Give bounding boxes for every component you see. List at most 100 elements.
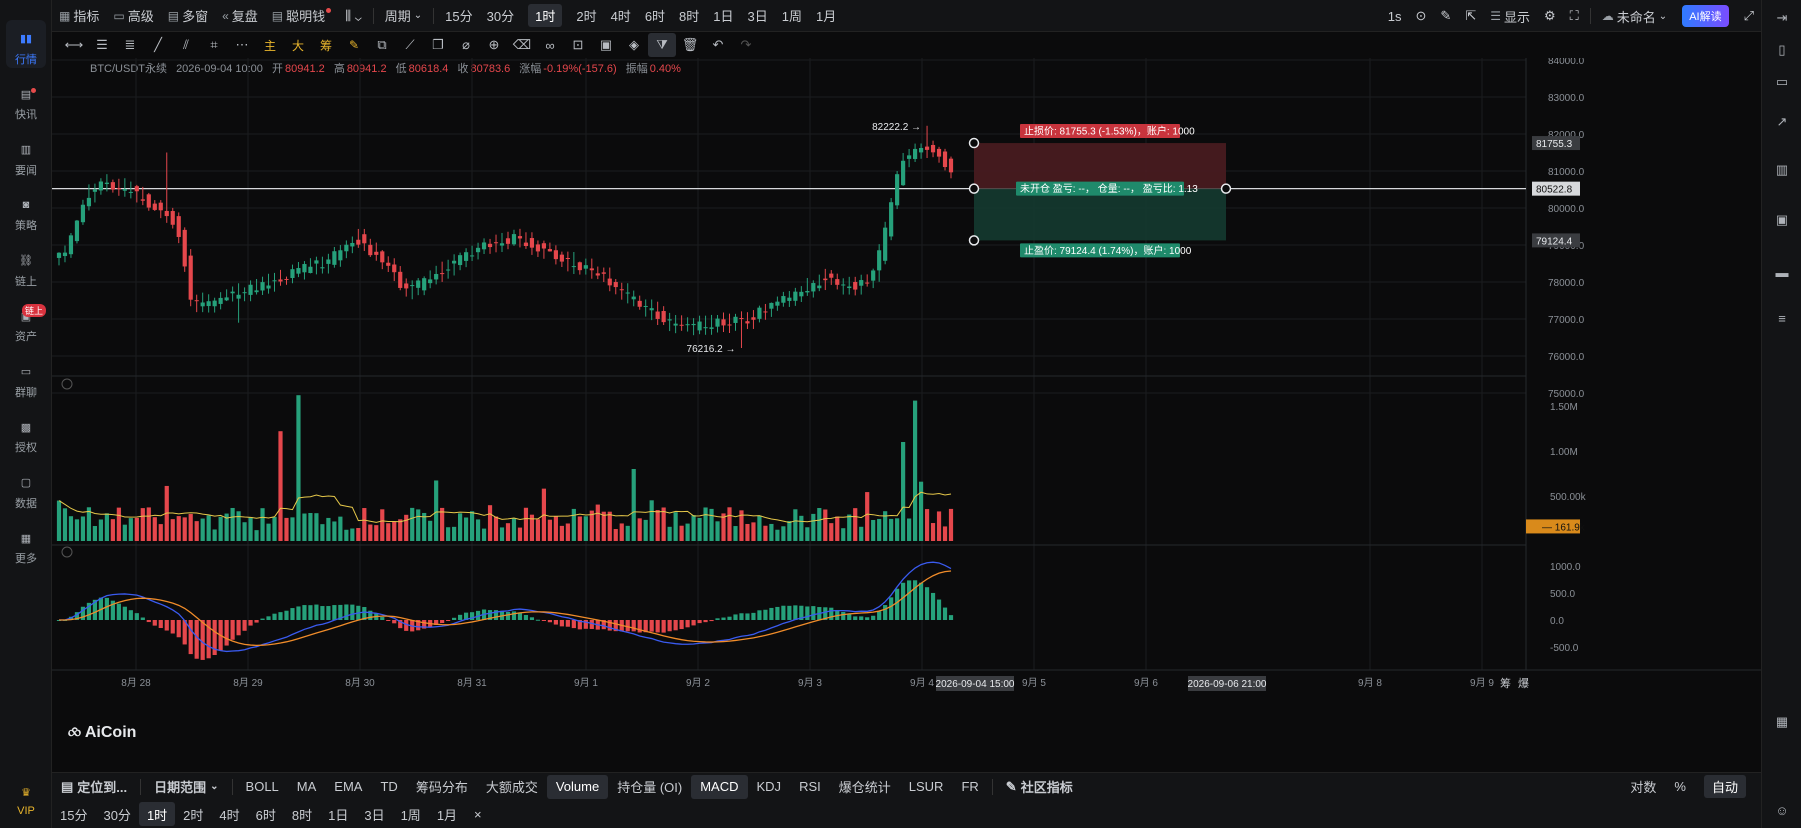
undo-icon[interactable]: ↶	[712, 37, 724, 52]
multiwindow-button[interactable]: ▤ 多窗	[167, 8, 209, 25]
timeframe-tab[interactable]: 6时	[644, 9, 666, 24]
timeframe-tab[interactable]: 1周	[781, 9, 802, 24]
chart-type-button[interactable]: ⫼ ⌄	[338, 0, 369, 32]
period-button[interactable]: 周期 ⌄	[384, 9, 423, 24]
settings-button[interactable]: ⚙	[1537, 0, 1563, 32]
quick-timeframe-tab[interactable]: 8时	[291, 807, 313, 823]
review-button[interactable]: «复盘	[222, 8, 258, 25]
visibility-icon[interactable]: ◈	[629, 37, 639, 52]
ruler-icon[interactable]: ⟋	[405, 37, 415, 52]
percent-scale-button[interactable]: %	[1674, 779, 1686, 794]
nav-item-6[interactable]: ▭ 群聊	[0, 353, 52, 409]
template-icon[interactable]: ▣	[599, 37, 613, 52]
timeframe-tab[interactable]: 1日	[713, 9, 734, 24]
locate-button[interactable]: ▤ 定位到...	[61, 778, 128, 796]
quick-timeframe-tab[interactable]: 2时	[183, 807, 204, 823]
trade-zone[interactable]: 止损价: 81755.3 (-1.53%)，账户: 1000 未开仓 盈亏: --…	[52, 124, 1526, 258]
indicator-tab[interactable]: 爆仓统计	[838, 780, 891, 795]
nav-item-3[interactable]: ◙ 策略	[0, 187, 52, 243]
indicator-tab[interactable]: BOLL	[245, 779, 279, 794]
indicator-tab[interactable]: MA	[296, 779, 317, 794]
watchlist-icon[interactable]: ▯	[1778, 42, 1786, 57]
measure-icon[interactable]: ⌀	[462, 37, 470, 52]
chart-canvas[interactable]: 止损价: 81755.3 (-1.53%)，账户: 1000 未开仓 盈亏: --…	[52, 56, 1761, 772]
indicator-tab[interactable]: 大额成交	[485, 780, 538, 795]
indicator-tab[interactable]: LSUR	[908, 779, 944, 794]
redo-icon[interactable]: ↷	[740, 37, 752, 52]
collapse-icon[interactable]: ⇥	[1776, 10, 1788, 25]
edit-button[interactable]: ✎	[1433, 0, 1458, 32]
fullscreen-button[interactable]: ⛶	[1563, 0, 1586, 32]
indicator-tab[interactable]: FR	[961, 779, 979, 794]
nav-item-0[interactable]: ▮▮ 行情	[0, 20, 52, 76]
indicator-tab[interactable]: KDJ	[756, 779, 782, 794]
quick-timeframe-tab[interactable]: 1时	[138, 802, 176, 826]
chart-area[interactable]: 止损价: 81755.3 (-1.53%)，账户: 1000 未开仓 盈亏: --…	[52, 56, 1761, 772]
chips-icon[interactable]: 筹	[319, 38, 332, 53]
lock-icon[interactable]: ⊡	[572, 37, 584, 52]
timeframe-tab[interactable]: 2时	[576, 9, 597, 24]
close-button[interactable]: ×	[474, 806, 482, 822]
hline-tool-icon[interactable]: ⟷	[64, 37, 84, 52]
nav-item-1[interactable]: ▤ 快讯	[0, 76, 52, 132]
community-indicators-button[interactable]: ✎ 社区指标	[1005, 778, 1073, 796]
date-range-button[interactable]: 日期范围 ⌄	[154, 780, 219, 795]
delete-icon[interactable]: 🗑	[681, 37, 699, 52]
zoom-icon[interactable]: ⊕	[488, 37, 500, 52]
data-panel-icon[interactable]: ▥	[1775, 162, 1789, 177]
nav-item-4[interactable]: ⛓ 链上	[0, 242, 52, 298]
timeframe-tab[interactable]: 15分	[445, 9, 473, 24]
smartmoney-button[interactable]: ▤ 聪明钱	[265, 0, 338, 32]
quick-timeframe-tab[interactable]: 30分	[103, 807, 131, 823]
fib-tool-icon[interactable]: ≣	[124, 37, 136, 52]
quick-timeframe-tab[interactable]: 6时	[255, 807, 276, 823]
trend-icon[interactable]: ↗	[1776, 114, 1788, 129]
main-force-icon[interactable]: 主	[263, 38, 276, 53]
draw-gold-icon[interactable]: ✎	[348, 38, 360, 52]
nav-item-2[interactable]: ▥ 要闻	[0, 131, 52, 187]
ai-interpret-button[interactable]: AI解读	[1682, 5, 1729, 27]
quick-timeframe-tab[interactable]: 3日	[364, 807, 385, 823]
display-button[interactable]: ☰ 显示	[1490, 9, 1531, 25]
bot-icon[interactable]: ▣	[1775, 212, 1789, 227]
channel-tool-icon[interactable]: ⫽	[183, 37, 189, 52]
nav-item-5[interactable]: ▣ 资产 链上	[0, 298, 52, 354]
advanced-button[interactable]: ▭ 高级	[113, 8, 154, 25]
share-button[interactable]: ⇱	[1458, 0, 1483, 32]
quick-timeframe-tab[interactable]: 1周	[400, 807, 421, 823]
indicator-tab[interactable]: TD	[380, 779, 398, 794]
log-scale-button[interactable]: 对数	[1630, 780, 1657, 795]
trendline-tool-icon[interactable]: ╱	[154, 37, 162, 52]
nav-item-8[interactable]: ▢ 数据	[0, 464, 52, 520]
assistant-icon[interactable]: ☺	[1775, 802, 1789, 818]
more-tools-icon[interactable]: ⋯	[235, 37, 249, 52]
pattern-tool-icon[interactable]: ⌗	[210, 37, 218, 52]
big-order-icon[interactable]: 大	[291, 38, 304, 53]
orderbook-icon[interactable]: ▭	[1775, 74, 1789, 89]
timeframe-tab[interactable]: 30分	[486, 9, 515, 24]
nav-item-7[interactable]: ▩ 授权	[0, 409, 52, 465]
indicator-tab[interactable]: 持仓量 (OI)	[617, 780, 683, 795]
lines-tool-icon[interactable]: ☰	[96, 37, 108, 52]
calculator-icon[interactable]: ▦	[1775, 714, 1789, 729]
expand-button[interactable]: ⤢	[1737, 0, 1761, 32]
indicator-tab[interactable]: EMA	[334, 779, 363, 794]
timeframe-tab[interactable]: 4时	[610, 9, 631, 24]
quick-timeframe-tab[interactable]: 15分	[60, 807, 88, 823]
layout-name-button[interactable]: ☁ 未命名 ⌄	[1601, 9, 1668, 25]
interval-button[interactable]: 1s	[1387, 8, 1402, 24]
eraser-icon[interactable]: ⌫	[512, 37, 532, 52]
filter-icon[interactable]: ⧩	[648, 33, 676, 57]
nav-item-9[interactable]: ▦ 更多	[0, 520, 52, 576]
quick-timeframe-tab[interactable]: 1月	[436, 807, 458, 823]
link-icon[interactable]: ∞	[545, 37, 555, 53]
vip-button[interactable]: ♛ VIP	[0, 772, 52, 828]
indicator-tab[interactable]: 筹码分布	[415, 780, 468, 795]
auto-scale-button[interactable]: 自动	[1695, 775, 1755, 799]
magnet-icon[interactable]: ⧉	[377, 37, 387, 52]
camera-button[interactable]: ⊙	[1409, 0, 1434, 32]
indicators-button[interactable]: ▦ 指标	[59, 8, 100, 25]
timeframe-tab[interactable]: 8时	[679, 9, 700, 24]
indicator-tab[interactable]: RSI	[799, 779, 821, 794]
copy-icon[interactable]: ❐	[432, 37, 444, 52]
